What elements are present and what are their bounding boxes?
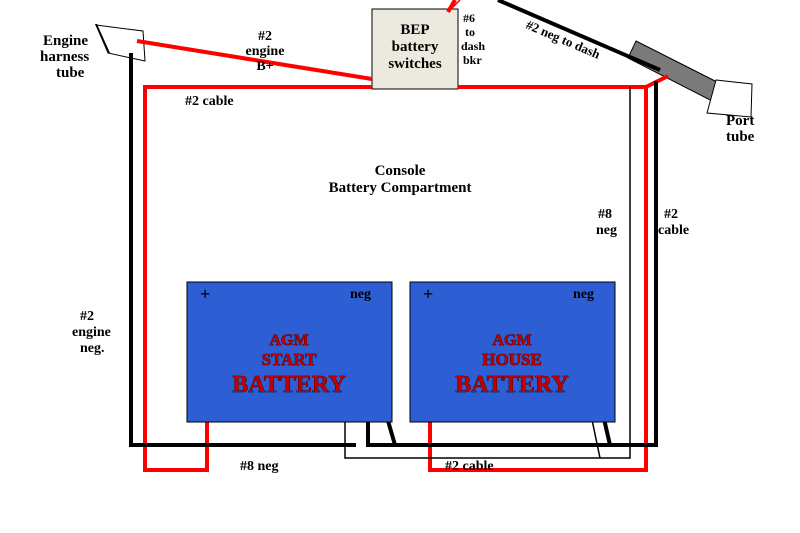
- start-line2: START: [262, 350, 317, 369]
- house-line1: AGM: [492, 332, 531, 349]
- house-neg-label: neg: [573, 287, 594, 302]
- bep-label-3: switches: [388, 56, 441, 72]
- port-tube-label-2: tube: [726, 129, 755, 145]
- compartment-label-2: Battery Compartment: [329, 180, 472, 196]
- start-pos-label: +: [200, 284, 210, 304]
- house-pos-label: +: [423, 284, 433, 304]
- lbl-2engneg-3: neg.: [80, 341, 105, 356]
- lbl-2engneg-1: #2: [80, 309, 94, 324]
- start-neg-label: neg: [350, 287, 371, 302]
- lbl-2engB-2: engine: [246, 44, 285, 59]
- lbl-2engneg-2: engine: [72, 325, 111, 340]
- lbl-6dash-4: bkr: [463, 53, 482, 67]
- bep-label-2: battery: [392, 39, 439, 55]
- lbl-2cable-r-1: #2: [664, 207, 678, 222]
- engine-tube-label-1: Engine: [43, 33, 88, 49]
- compartment-label-1: Console: [375, 163, 426, 179]
- lbl-6dash-2: to: [465, 25, 475, 39]
- lbl-2engB-1: #2: [258, 29, 272, 44]
- lbl-2cable-r-2: cable: [658, 223, 689, 238]
- lbl-2cable-top: #2 cable: [185, 94, 234, 109]
- wire-blk-neg-to-dash: [498, 0, 660, 70]
- house-line2: HOUSE: [482, 350, 542, 369]
- lbl-6dash-3: dash: [461, 39, 485, 53]
- port-tube-label-1: Port: [726, 113, 754, 129]
- wiring-diagram: BEP battery switches Engine harness tube…: [0, 0, 800, 533]
- house-line3: BATTERY: [455, 372, 568, 398]
- start-line1: AGM: [269, 332, 308, 349]
- lbl-8neg-r-1: #8: [598, 207, 612, 222]
- start-line3: BATTERY: [232, 372, 345, 398]
- lbl-2cable-bottom: #2 cable: [445, 459, 494, 474]
- lbl-6dash-1: #6: [463, 11, 475, 25]
- lbl-2engB-3: B+: [256, 59, 273, 74]
- engine-tube-label-3: tube: [56, 65, 85, 81]
- lbl-8neg-r-2: neg: [596, 223, 617, 238]
- lbl-8neg-bottom: #8 neg: [240, 459, 279, 474]
- engine-tube-label-2: harness: [40, 49, 89, 65]
- bep-label-1: BEP: [400, 22, 429, 38]
